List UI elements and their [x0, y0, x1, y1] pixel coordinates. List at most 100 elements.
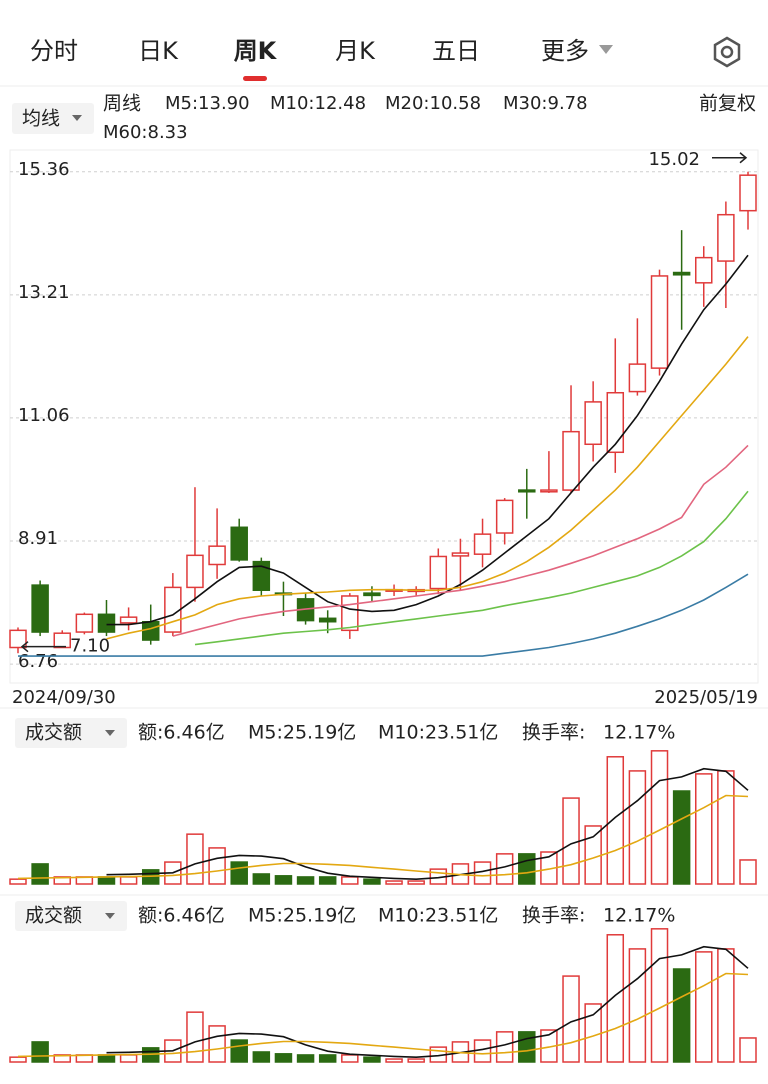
candle-body — [473, 533, 492, 555]
tab[interactable]: 更多 — [541, 37, 589, 65]
candle-body — [540, 489, 558, 493]
volume-bar — [628, 948, 647, 1063]
volume-bar — [385, 880, 403, 885]
volume-ma-line — [106, 945, 749, 1059]
ma-legend: M20:10.58 — [385, 93, 481, 114]
volume-bar — [31, 863, 49, 885]
candle-body — [119, 616, 138, 624]
volume-legend: 额:6.46亿 — [138, 722, 225, 744]
volume-bar — [97, 876, 116, 885]
max-arrow — [712, 152, 748, 164]
volume-ma-line — [17, 794, 749, 880]
volume-bar — [739, 859, 757, 885]
volume-bar — [97, 1054, 116, 1063]
volume-bar — [274, 1053, 293, 1063]
tab[interactable]: 五日 — [432, 37, 480, 65]
volume-bar — [186, 1011, 204, 1063]
ma-selector[interactable]: 均线 — [22, 108, 60, 130]
volume-bar — [252, 873, 271, 885]
volume-bar — [717, 948, 735, 1063]
volume-legend: M10:23.51亿 — [378, 905, 498, 927]
volume-bar — [318, 1054, 337, 1063]
volume-bar — [606, 756, 625, 885]
candle-body — [31, 584, 49, 633]
settings-icon[interactable] — [713, 36, 741, 68]
tab[interactable]: 分时 — [30, 37, 78, 65]
volume-bar — [518, 1031, 536, 1063]
volume-bar — [230, 1039, 248, 1063]
candle-body — [562, 430, 580, 491]
candle-body — [97, 613, 116, 633]
chart-frame — [9, 149, 759, 684]
volume-bar — [407, 1058, 425, 1063]
candle-body — [717, 213, 735, 262]
volume-bar — [562, 975, 580, 1063]
volume-bar — [562, 797, 580, 885]
candle-body — [518, 489, 536, 493]
candle-body — [739, 174, 757, 212]
volume-bar — [9, 878, 27, 885]
volume-selector-box[interactable] — [15, 718, 127, 748]
volume-bar — [584, 1003, 602, 1063]
tab[interactable]: 月K — [335, 37, 376, 65]
y-tick-label: 13.21 — [18, 282, 70, 303]
ma-selector-box[interactable] — [12, 103, 94, 134]
ma-legend: M60:8.33 — [103, 122, 188, 143]
y-tick-label: 8.91 — [18, 528, 58, 549]
candle-body — [363, 592, 381, 597]
y-tick-label: 15.36 — [18, 159, 70, 180]
volume-bar — [296, 1054, 315, 1063]
tab[interactable]: 日K — [138, 37, 179, 65]
volume-bar — [208, 847, 226, 885]
candle-body — [75, 613, 94, 633]
volume-bar — [385, 1058, 403, 1063]
dropdown-arrow — [72, 115, 82, 121]
ma-line — [106, 254, 749, 626]
dropdown-arrow — [599, 45, 613, 54]
volume-bar — [606, 934, 625, 1063]
volume-legend: 换手率: — [522, 722, 585, 744]
volume-selector-box[interactable] — [15, 901, 127, 931]
candle-body — [628, 363, 647, 393]
candle-body — [164, 586, 182, 633]
volume-bar — [407, 880, 425, 885]
tab[interactable]: 周K — [234, 37, 278, 65]
candle-body — [672, 271, 691, 276]
volume-bar — [341, 876, 359, 885]
volume-bar — [672, 790, 691, 885]
tab-indicator — [243, 76, 267, 81]
volume-selector[interactable]: 成交额 — [25, 905, 82, 927]
volume-bar — [672, 968, 691, 1063]
period-label: 周线 — [103, 93, 141, 115]
volume-bar — [584, 825, 602, 885]
volume-legend: M5:25.19亿 — [248, 905, 356, 927]
min-arrow — [20, 641, 66, 653]
volume-bar — [119, 1054, 138, 1063]
volume-bar — [274, 875, 293, 885]
adjust-mode[interactable]: 前复权 — [699, 93, 756, 115]
volume-legend: M10:23.51亿 — [378, 722, 498, 744]
volume-bar — [186, 833, 204, 885]
volume-bar — [695, 951, 713, 1063]
volume-bar — [717, 770, 735, 885]
candle-body — [495, 499, 514, 534]
candle-body — [429, 555, 448, 590]
min-label: 7.10 — [70, 636, 110, 657]
gear-hole — [720, 45, 734, 59]
candle-body — [650, 275, 669, 369]
candle-body — [9, 629, 27, 649]
volume-bar — [650, 928, 669, 1063]
candle-body — [695, 256, 713, 284]
volume-bar — [695, 773, 713, 885]
volume-legend: 额:6.46亿 — [138, 905, 225, 927]
volume-bar — [739, 1037, 757, 1063]
candle-body — [606, 391, 625, 454]
volume-bar — [230, 861, 248, 885]
gear-outline — [713, 36, 741, 68]
volume-bar — [119, 876, 138, 885]
candle-body — [53, 632, 71, 649]
volume-selector[interactable]: 成交额 — [25, 722, 82, 744]
x-label: 2024/09/30 — [12, 687, 116, 708]
